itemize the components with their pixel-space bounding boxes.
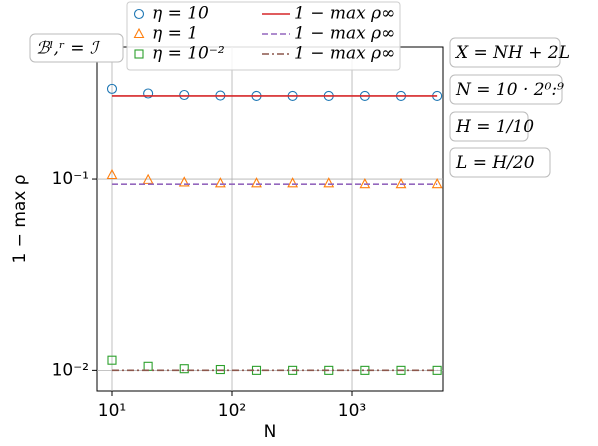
legend-item: 1 − max ρ∞ [262, 44, 395, 64]
x-axis-label: N [264, 422, 277, 442]
legend-item: η = 10 [133, 4, 209, 24]
point [215, 364, 225, 375]
x-tick-label: 10¹ [98, 401, 126, 421]
legend-label: 1 − max ρ∞ [294, 44, 395, 64]
point [251, 177, 262, 188]
y-tick-label: 10⁻² [52, 360, 89, 380]
annotation: L = H/20 [449, 147, 551, 178]
annotation-text: L = H/20 [455, 153, 535, 173]
annotation-box [449, 111, 529, 142]
point [179, 364, 189, 374]
x-tick-label: 10³ [338, 401, 366, 421]
annotation-text: H = 1/10 [455, 117, 534, 137]
point [106, 168, 118, 180]
legend-box [126, 1, 401, 71]
point [133, 8, 145, 20]
legend-label: η = 1 [152, 24, 198, 44]
legend-item: η = 1 [133, 24, 198, 44]
annotation-text: ℬˡ,ʳ = ℐ [36, 39, 101, 59]
annotation: N = 10 · 2⁰:⁹ [449, 74, 564, 105]
point [106, 83, 118, 94]
point [287, 177, 299, 188]
annotation-box [449, 37, 561, 68]
legend-label: η = 10⁻² [152, 44, 225, 64]
annotation: H = 1/10 [449, 111, 534, 142]
annotation-box [449, 147, 551, 178]
annotation-text: X = NH + 2L [454, 43, 570, 63]
point [133, 27, 145, 39]
point [178, 176, 190, 187]
legend: η = 10η = 1η = 10⁻²1 − max ρ∞1 − max ρ∞1… [126, 1, 401, 71]
annotation-text: N = 10 · 2⁰:⁹ [455, 80, 564, 100]
point [134, 49, 144, 59]
point [107, 355, 117, 365]
annotation-box [449, 74, 563, 105]
legend-label: η = 10 [152, 4, 209, 24]
x-tick-label: 10² [218, 401, 246, 421]
annotation: ℬˡ,ʳ = ℐ [29, 33, 124, 63]
annotation-box [29, 33, 124, 63]
point [323, 177, 335, 188]
plot-area [96, 46, 444, 392]
point [179, 89, 190, 101]
y-axis-label: 1 − max ρ [10, 174, 30, 263]
legend-label: 1 − max ρ∞ [294, 24, 395, 44]
point [143, 88, 154, 99]
point [142, 173, 154, 184]
legend-item: 1 − max ρ∞ [262, 4, 395, 24]
legend-item: 1 − max ρ∞ [262, 24, 395, 44]
point [431, 178, 443, 189]
legend-item: η = 10⁻² [134, 44, 225, 64]
y-tick-label: 10⁻¹ [52, 169, 89, 189]
point [214, 177, 226, 188]
legend-label: 1 − max ρ∞ [294, 4, 395, 24]
annotation: X = NH + 2L [449, 37, 570, 68]
